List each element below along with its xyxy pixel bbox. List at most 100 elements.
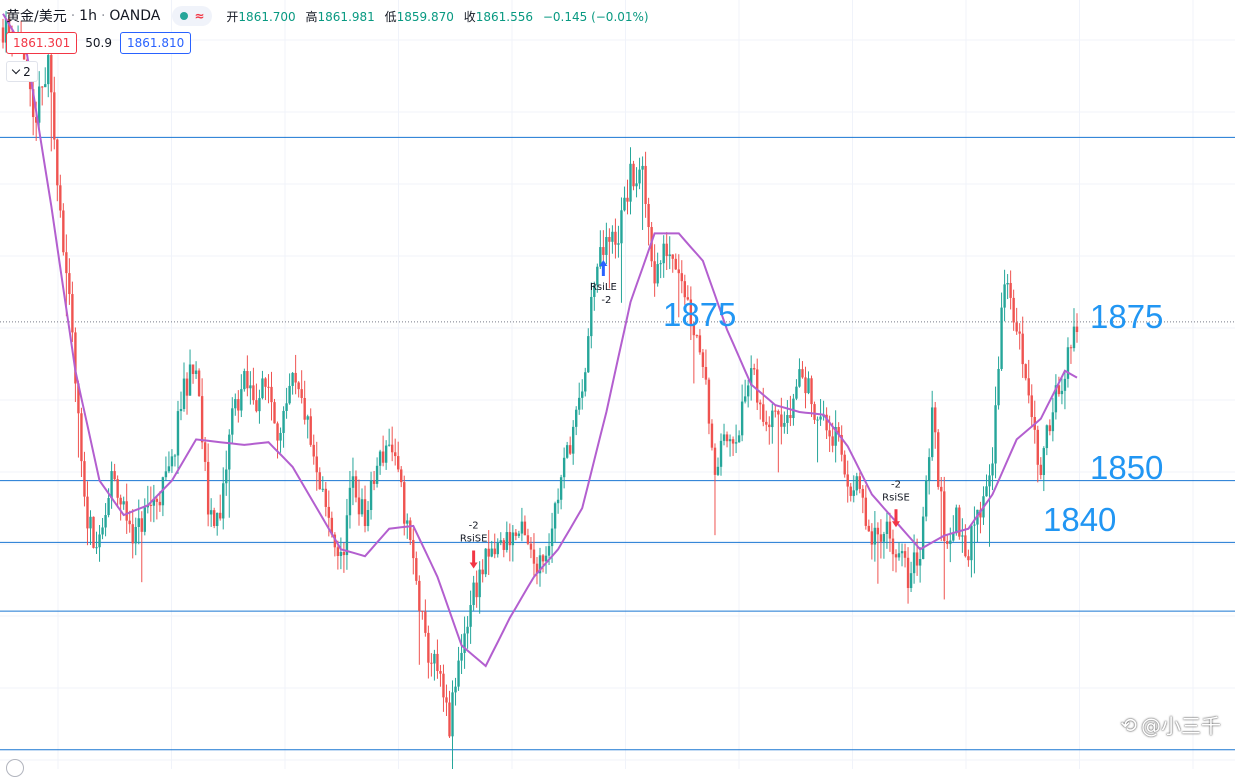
sell-price-button[interactable]: 1861.301 bbox=[6, 32, 78, 54]
scroll-reset-icon[interactable] bbox=[6, 759, 24, 777]
candle-down bbox=[888, 521, 892, 539]
signal-qty: -2 bbox=[601, 295, 611, 306]
candle-down bbox=[294, 372, 297, 383]
candle-up bbox=[988, 475, 991, 487]
candle-down bbox=[813, 404, 816, 420]
candle-down bbox=[780, 414, 783, 427]
candle-down bbox=[825, 414, 828, 431]
candle-up bbox=[164, 471, 168, 478]
candle-down bbox=[686, 297, 690, 300]
candle-down bbox=[128, 520, 131, 525]
candle-down bbox=[701, 352, 705, 368]
candle-down bbox=[934, 407, 937, 433]
candle-down bbox=[442, 673, 445, 698]
candle-down bbox=[725, 434, 729, 442]
chevron-down-icon bbox=[11, 65, 21, 75]
candle-up bbox=[909, 573, 913, 589]
candle-up bbox=[406, 520, 409, 524]
candle-up bbox=[786, 415, 789, 423]
candle-up bbox=[994, 405, 997, 464]
candle-down bbox=[626, 197, 629, 202]
level-label-1875-left: 1875 bbox=[663, 296, 737, 333]
close-value: 1861.556 bbox=[475, 9, 534, 24]
low-value: 1859.870 bbox=[396, 9, 454, 24]
candle-up bbox=[538, 555, 542, 574]
separator-dot: · bbox=[70, 8, 76, 24]
level-label-1850: 1850 bbox=[1090, 449, 1164, 486]
candle-up bbox=[734, 442, 738, 444]
candle-down bbox=[940, 486, 943, 492]
candle-down bbox=[357, 497, 361, 515]
candle-down bbox=[336, 547, 340, 556]
candle-up bbox=[285, 403, 288, 411]
candle-down bbox=[698, 335, 702, 353]
indicators-toggle-button[interactable]: 2 bbox=[6, 61, 38, 82]
candle-up bbox=[1060, 390, 1064, 395]
buy-price-button[interactable]: 1861.810 bbox=[119, 32, 192, 54]
candle-down bbox=[303, 397, 306, 420]
candle-up bbox=[795, 386, 798, 399]
candle-up bbox=[122, 501, 125, 505]
candle-down bbox=[759, 402, 762, 405]
candle-down bbox=[677, 269, 680, 274]
candle-up bbox=[743, 396, 747, 402]
candle-up bbox=[855, 476, 858, 491]
candle-up bbox=[620, 210, 623, 244]
candle-up bbox=[985, 486, 988, 497]
candle-up bbox=[955, 507, 958, 534]
candle-down bbox=[53, 92, 56, 140]
candle-down bbox=[1012, 297, 1015, 323]
candle-down bbox=[427, 632, 430, 663]
symbol-name[interactable]: 黄金/美元 bbox=[6, 9, 67, 25]
candle-up bbox=[95, 547, 98, 549]
chart-header: 黄金/美元 · 1h · OANDA ≈ 开1861.700 高1861.981… bbox=[6, 6, 655, 26]
candle-down bbox=[206, 461, 210, 515]
interval-label[interactable]: 1h bbox=[79, 8, 97, 24]
candle-up bbox=[387, 444, 391, 446]
candle-up bbox=[101, 527, 104, 535]
candle-down bbox=[843, 454, 846, 475]
candle-down bbox=[56, 139, 59, 186]
candle-up bbox=[584, 372, 587, 392]
candle-down bbox=[430, 662, 433, 664]
open-value: 1861.700 bbox=[238, 9, 296, 24]
candle-down bbox=[837, 427, 840, 436]
candle-down bbox=[185, 378, 189, 396]
candle-down bbox=[731, 439, 735, 444]
candle-up bbox=[234, 399, 237, 409]
candle-up bbox=[1066, 347, 1070, 379]
candle-down bbox=[92, 516, 95, 548]
candle-up bbox=[4, 18, 8, 43]
candle-down bbox=[876, 527, 880, 535]
candle-down bbox=[713, 447, 717, 475]
candle-down bbox=[445, 697, 448, 703]
candle-down bbox=[246, 371, 249, 389]
candle-down bbox=[508, 532, 512, 546]
candle-up bbox=[188, 364, 192, 396]
candle-down bbox=[113, 471, 116, 480]
candle-down bbox=[318, 472, 321, 490]
candle-up bbox=[578, 397, 581, 410]
candle-up bbox=[47, 55, 50, 85]
candle-down bbox=[264, 378, 267, 387]
candle-down bbox=[674, 258, 677, 270]
candle-up bbox=[1072, 326, 1076, 349]
candle-up bbox=[152, 498, 156, 506]
candle-up bbox=[668, 254, 671, 257]
candle-up bbox=[182, 378, 186, 409]
candle-down bbox=[946, 541, 949, 544]
candle-up bbox=[134, 526, 137, 544]
candle-up bbox=[261, 378, 264, 399]
candle-down bbox=[390, 444, 394, 453]
candle-up bbox=[961, 535, 964, 537]
candle-down bbox=[502, 540, 505, 550]
candle-down bbox=[1030, 395, 1033, 418]
candle-down bbox=[41, 86, 44, 88]
candle-up bbox=[617, 243, 620, 245]
candle-down bbox=[915, 552, 919, 566]
candle-up bbox=[1000, 307, 1003, 369]
candle-down bbox=[403, 482, 406, 524]
market-status-pill[interactable]: ≈ bbox=[172, 6, 213, 26]
candle-down bbox=[523, 521, 527, 536]
